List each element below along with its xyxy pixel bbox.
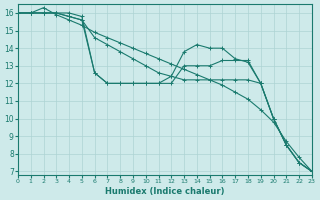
X-axis label: Humidex (Indice chaleur): Humidex (Indice chaleur) <box>105 187 225 196</box>
